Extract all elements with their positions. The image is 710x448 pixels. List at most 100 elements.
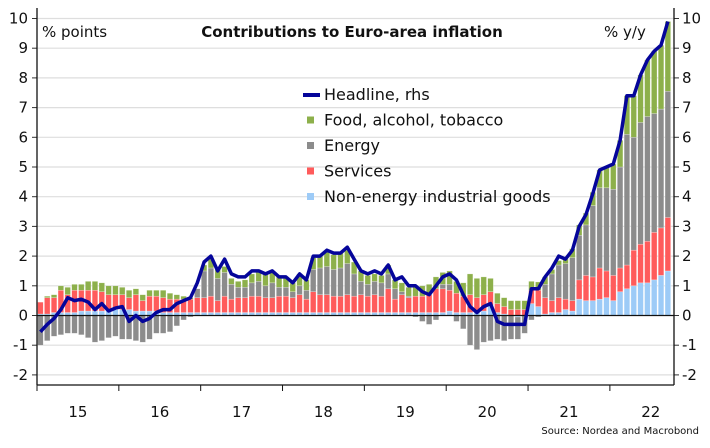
right-tick-label: -2 bbox=[682, 366, 697, 384]
bar-energy bbox=[364, 284, 371, 297]
bar-services bbox=[426, 294, 433, 313]
bar-services bbox=[385, 288, 392, 313]
chart-title: Contributions to Euro-area inflation bbox=[201, 23, 503, 41]
gridlines bbox=[37, 17, 674, 376]
bar-services bbox=[582, 275, 590, 301]
bar-energy bbox=[371, 281, 378, 295]
bar-food-alcohol-tobacco bbox=[44, 295, 51, 298]
bar-food-alcohol-tobacco bbox=[316, 255, 324, 269]
bar-services bbox=[610, 275, 617, 301]
legend-label: Headline, rhs bbox=[324, 85, 430, 104]
bar-non-energy-industrial-goods bbox=[589, 300, 596, 316]
legend-color-swatch bbox=[307, 193, 314, 200]
bar-energy bbox=[85, 315, 92, 339]
bar-food-alcohol-tobacco bbox=[105, 285, 112, 295]
right-tick-label: 0 bbox=[682, 307, 692, 325]
bar-non-energy-industrial-goods bbox=[139, 310, 146, 316]
bar-food-alcohol-tobacco bbox=[371, 273, 378, 282]
bar-non-energy-industrial-goods bbox=[91, 310, 99, 316]
bar-food-alcohol-tobacco bbox=[330, 254, 337, 270]
bar-food-alcohol-tobacco bbox=[514, 300, 521, 310]
legend-line-swatch bbox=[303, 93, 320, 97]
bar-services bbox=[241, 297, 249, 313]
bar-non-energy-industrial-goods bbox=[644, 282, 651, 316]
bar-non-energy-industrial-goods bbox=[535, 306, 542, 316]
left-tick-label: 6 bbox=[18, 128, 28, 146]
bar-energy bbox=[630, 137, 637, 251]
bar-services bbox=[296, 294, 303, 313]
right-tick-label: 3 bbox=[682, 217, 692, 235]
bar-energy bbox=[507, 315, 515, 340]
bar-services bbox=[330, 295, 337, 313]
bar-energy bbox=[562, 263, 569, 300]
bar-food-alcohol-tobacco bbox=[398, 282, 405, 292]
headline-line bbox=[39, 21, 670, 333]
legend: Headline, rhs Food, alcohol, tobacco Energ… bbox=[303, 85, 551, 206]
right-tick-label: -1 bbox=[682, 336, 697, 354]
bar-energy bbox=[378, 282, 385, 297]
bar-energy bbox=[255, 281, 262, 297]
bar-energy bbox=[303, 290, 310, 300]
bar-energy bbox=[160, 315, 167, 334]
bar-energy bbox=[296, 285, 303, 295]
bar-services bbox=[623, 264, 630, 290]
bar-energy bbox=[57, 315, 64, 336]
bar-food-alcohol-tobacco bbox=[630, 95, 637, 138]
bar-energy bbox=[310, 269, 317, 292]
bar-services bbox=[269, 297, 276, 313]
bar-services bbox=[310, 291, 317, 313]
right-tick-label: 1 bbox=[682, 277, 692, 295]
bar-energy bbox=[582, 224, 590, 276]
left-tick-label: 0 bbox=[18, 307, 28, 325]
bar-energy bbox=[91, 315, 99, 343]
bar-energy bbox=[248, 282, 255, 297]
bar-energy bbox=[207, 267, 214, 297]
bar-services bbox=[248, 295, 255, 313]
legend-label: Non-energy industrial goods bbox=[324, 187, 551, 206]
bar-energy bbox=[201, 270, 208, 298]
bar-non-energy-industrial-goods bbox=[98, 310, 105, 316]
bar-energy bbox=[153, 315, 160, 334]
legend-color-swatch bbox=[307, 116, 314, 124]
bar-energy bbox=[276, 287, 283, 297]
bar-energy bbox=[664, 91, 671, 218]
bar-services bbox=[221, 295, 228, 313]
bar-services bbox=[535, 290, 542, 307]
bar-energy bbox=[112, 315, 119, 337]
bar-services bbox=[357, 294, 365, 313]
left-tick-label: 9 bbox=[18, 39, 28, 57]
bar-non-energy-industrial-goods bbox=[576, 298, 583, 316]
bar-food-alcohol-tobacco bbox=[651, 50, 658, 114]
bar-food-alcohol-tobacco bbox=[378, 275, 385, 284]
bar-energy bbox=[262, 285, 269, 298]
bar-energy bbox=[514, 316, 521, 340]
bar-energy bbox=[542, 284, 549, 298]
bar-food-alcohol-tobacco bbox=[98, 282, 105, 292]
bar-services bbox=[562, 298, 569, 310]
bar-food-alcohol-tobacco bbox=[494, 292, 501, 304]
bar-food-alcohol-tobacco bbox=[603, 166, 610, 189]
bar-energy bbox=[316, 267, 324, 295]
x-tick-label: 22 bbox=[641, 403, 660, 421]
bar-services bbox=[207, 295, 214, 313]
bar-services bbox=[50, 297, 58, 313]
bar-services bbox=[603, 270, 610, 298]
bar-energy bbox=[119, 315, 126, 340]
left-axis-unit: % points bbox=[42, 23, 107, 41]
bar-non-energy-industrial-goods bbox=[657, 275, 665, 316]
bar-energy bbox=[269, 282, 276, 298]
bar-food-alcohol-tobacco bbox=[166, 292, 174, 300]
bar-food-alcohol-tobacco bbox=[85, 281, 92, 291]
bar-food-alcohol-tobacco bbox=[262, 273, 269, 287]
bar-energy bbox=[228, 284, 235, 300]
x-tick-label: 15 bbox=[68, 403, 87, 421]
bar-services bbox=[364, 295, 371, 313]
source-note: Source: Nordea and Macrobond bbox=[541, 426, 699, 437]
bar-services bbox=[548, 300, 555, 313]
bar-services bbox=[139, 300, 146, 312]
bar-energy bbox=[439, 284, 446, 290]
bar-services bbox=[398, 294, 405, 313]
bar-non-energy-industrial-goods bbox=[562, 309, 569, 316]
bar-services bbox=[303, 298, 310, 313]
